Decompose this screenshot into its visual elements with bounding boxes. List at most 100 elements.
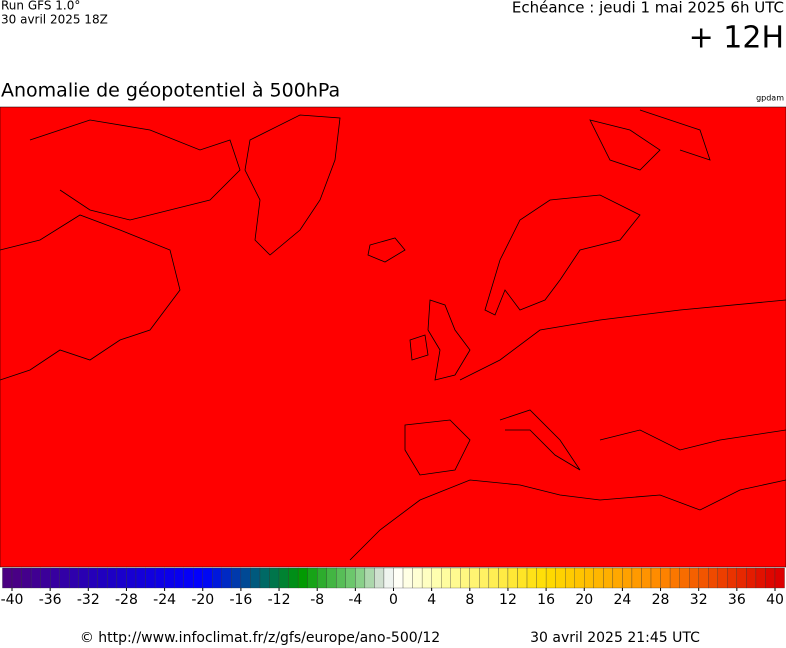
colorbar-swatch <box>574 567 585 589</box>
colorbar-swatch <box>69 567 79 589</box>
colorbar-swatch <box>154 567 165 589</box>
colorbar-swatch <box>145 567 156 589</box>
colorbar-swatch <box>565 567 575 589</box>
colorbar-swatch <box>545 567 556 589</box>
colorbar-swatch <box>212 567 222 589</box>
colorbar-swatch <box>689 567 699 589</box>
colorbar-swatch <box>193 567 203 589</box>
colorbar-swatch <box>364 567 375 589</box>
colorbar-tick-label: 12 <box>499 592 517 608</box>
colorbar-swatch <box>297 567 308 589</box>
colorbar-swatch <box>660 567 671 589</box>
colorbar-swatch <box>450 567 461 589</box>
valid-time: Echéance : jeudi 1 mai 2025 6h UTC <box>512 0 784 17</box>
colorbar-swatch <box>202 567 213 589</box>
colorbar-tick-label: 16 <box>537 592 555 608</box>
colorbar-swatch <box>317 567 327 589</box>
unit-label: gpdam <box>756 94 784 103</box>
colorbar-swatch <box>517 567 528 589</box>
colorbar-swatch <box>250 567 261 589</box>
colorbar-tick-label: -4 <box>348 592 362 608</box>
colorbar-swatch <box>412 567 423 589</box>
colorbar-tick-label: 40 <box>766 592 784 608</box>
colorbar-swatch <box>326 567 337 589</box>
colorbar-tick-label: -20 <box>191 592 214 608</box>
colorbar-swatch <box>355 567 366 589</box>
colorbar-swatch <box>173 567 184 589</box>
coastline <box>404 299 786 476</box>
colorbar-tick-label: 0 <box>389 592 398 608</box>
colorbar-swatch <box>30 567 41 589</box>
coastline <box>409 299 471 381</box>
colorbar-swatch <box>421 567 432 589</box>
colorbar-tick-label: 28 <box>652 592 670 608</box>
colorbar-swatch <box>669 567 680 589</box>
colorbar-swatch <box>746 567 757 589</box>
colorbar-swatch <box>11 567 22 589</box>
colorbar-swatch <box>164 567 175 589</box>
colorbar-tick-label: -8 <box>310 592 324 608</box>
colorbar-swatch <box>765 567 776 589</box>
coastline <box>0 214 181 381</box>
colorbar-swatch <box>78 567 89 589</box>
colorbar-swatch <box>402 567 413 589</box>
colorbar-tick-label: -24 <box>153 592 176 608</box>
colorbar-swatch <box>679 567 690 589</box>
map-field <box>0 106 786 568</box>
colorbar-swatch <box>259 567 270 589</box>
colorbar-tick-label: -28 <box>115 592 138 608</box>
colorbar-swatch <box>116 567 127 589</box>
colorbar-swatch <box>717 567 728 589</box>
colorbar-swatch <box>774 567 785 589</box>
colorbar-swatch <box>307 567 318 589</box>
colorbar-tick-label: 32 <box>690 592 708 608</box>
colorbar-swatch <box>441 567 451 589</box>
colorbar-tick-label: 4 <box>427 592 436 608</box>
colorbar-tick-label: -40 <box>1 592 24 608</box>
colorbar-swatch <box>2 567 13 589</box>
colorbar-swatch <box>631 567 642 589</box>
colorbar-swatch <box>498 567 509 589</box>
colorbar-swatch <box>21 567 32 589</box>
colorbar-swatch <box>736 567 747 589</box>
colorbar-tick-label: 36 <box>728 592 746 608</box>
colorbar-swatch <box>708 567 718 589</box>
colorbar-swatch <box>460 567 470 589</box>
colorbar-swatch <box>221 567 232 589</box>
colorbar-swatch <box>59 567 70 589</box>
coastline <box>367 237 406 263</box>
coastline <box>349 479 786 561</box>
run-date: 30 avril 2025 18Z <box>1 13 108 27</box>
colorbar-swatch <box>536 567 547 589</box>
colorbar-swatch <box>50 567 60 589</box>
coastline <box>589 109 711 171</box>
colorbar-swatch <box>479 567 490 589</box>
colorbar-swatch <box>431 567 442 589</box>
colorbar-tick-label: 24 <box>613 592 631 608</box>
coastline <box>29 119 241 221</box>
colorbar-swatch <box>555 567 566 589</box>
colorbar-swatch <box>612 567 623 589</box>
colorbar-swatch <box>593 567 604 589</box>
coastline <box>484 194 641 316</box>
colorbar-tick-label: 20 <box>575 592 593 608</box>
colorbar-swatch <box>107 567 118 589</box>
colorbar-swatch <box>469 567 480 589</box>
map-title: Anomalie de géopotentiel à 500hPa <box>1 80 340 102</box>
colorbar-swatch <box>727 567 738 589</box>
colorbar-swatch <box>345 567 356 589</box>
colorbar-swatch <box>650 567 661 589</box>
colorbar-swatch <box>183 567 194 589</box>
colorbar-swatch <box>269 567 280 589</box>
generated-time: 30 avril 2025 21:45 UTC <box>530 630 700 646</box>
colorbar-tick-label: -36 <box>39 592 62 608</box>
colorbar-swatch <box>88 567 98 589</box>
colorbar-swatch <box>288 567 299 589</box>
colorbar-tick-label: -16 <box>229 592 252 608</box>
colorbar-swatch <box>584 567 594 589</box>
colorbar-swatch <box>641 567 652 589</box>
colorbar-swatch <box>603 567 614 589</box>
colorbar-swatch <box>383 567 394 589</box>
colorbar-swatch <box>622 567 633 589</box>
